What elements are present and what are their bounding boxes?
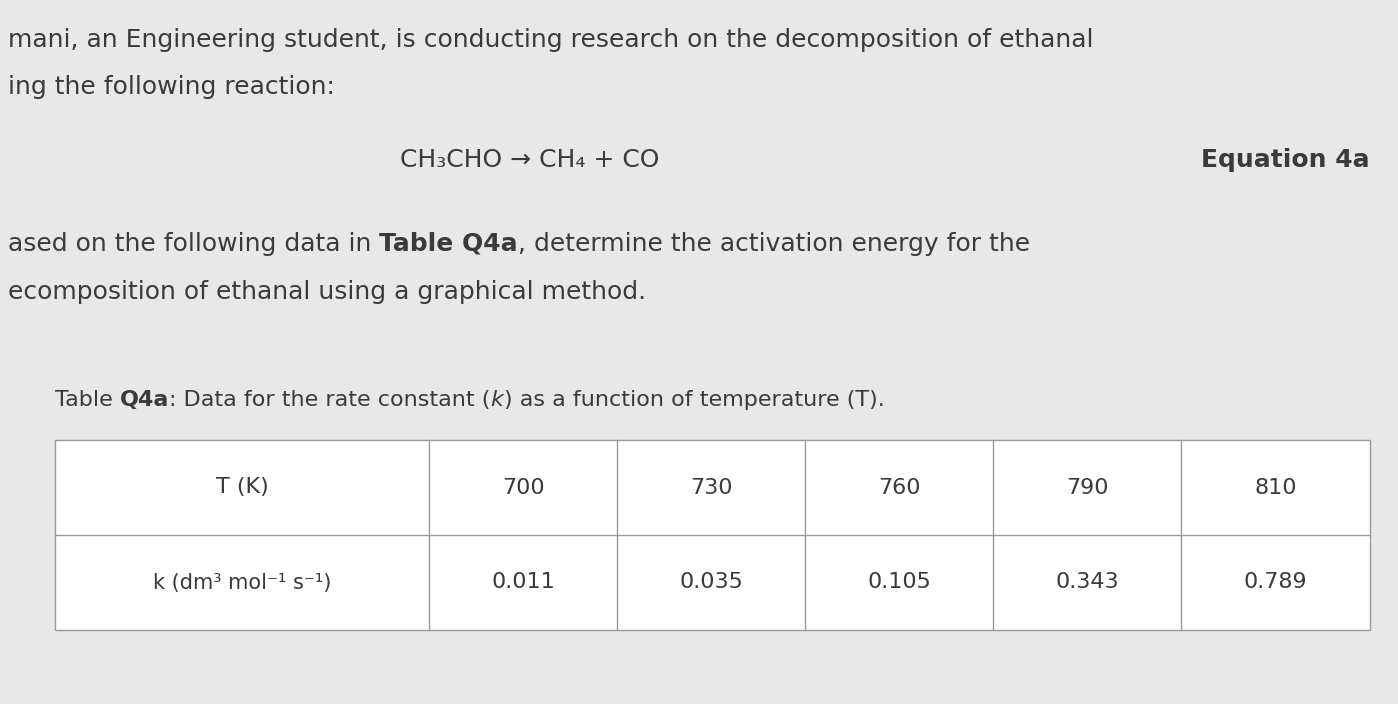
Text: 790: 790 [1065, 477, 1109, 498]
Text: 810: 810 [1254, 477, 1297, 498]
Text: k (dm³ mol⁻¹ s⁻¹): k (dm³ mol⁻¹ s⁻¹) [152, 572, 331, 593]
Text: 0.011: 0.011 [491, 572, 555, 593]
Text: T (K): T (K) [215, 477, 268, 498]
Text: Equation 4a: Equation 4a [1201, 148, 1370, 172]
Text: : Data for the rate constant (: : Data for the rate constant ( [169, 390, 491, 410]
Text: 700: 700 [502, 477, 544, 498]
Text: ing the following reaction:: ing the following reaction: [8, 75, 336, 99]
Text: 760: 760 [878, 477, 920, 498]
FancyBboxPatch shape [55, 440, 1370, 630]
Text: ) as a function of temperature (T).: ) as a function of temperature (T). [503, 390, 885, 410]
Text: 0.789: 0.789 [1244, 572, 1307, 593]
Text: 0.105: 0.105 [867, 572, 931, 593]
Text: mani, an Engineering student, is conducting research on the decomposition of eth: mani, an Engineering student, is conduct… [8, 28, 1093, 52]
Text: Table: Table [55, 390, 120, 410]
Text: ecomposition of ethanal using a graphical method.: ecomposition of ethanal using a graphica… [8, 280, 646, 304]
Text: 0.343: 0.343 [1055, 572, 1118, 593]
Text: ased on the following data in: ased on the following data in [8, 232, 379, 256]
Text: k: k [491, 390, 503, 410]
Text: 730: 730 [689, 477, 733, 498]
Text: Table Q4a: Table Q4a [379, 232, 519, 256]
Text: Q4a: Q4a [120, 390, 169, 410]
Text: , determine the activation energy for the: , determine the activation energy for th… [519, 232, 1030, 256]
Text: CH₃CHO → CH₄ + CO: CH₃CHO → CH₄ + CO [400, 148, 660, 172]
Text: 0.035: 0.035 [679, 572, 742, 593]
